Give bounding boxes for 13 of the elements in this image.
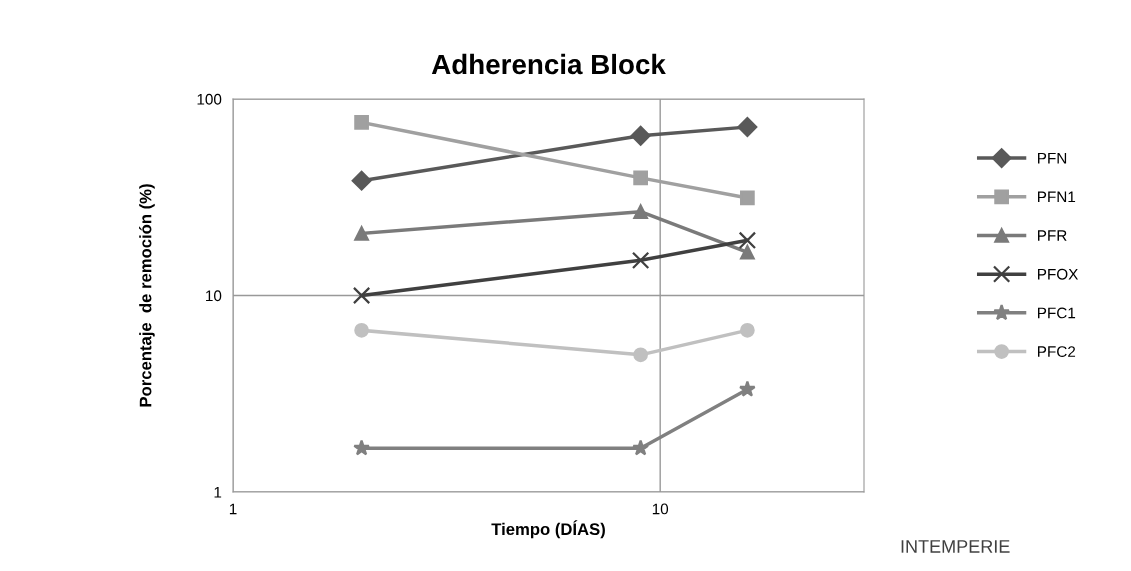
y-tick-label: 100 [197,93,222,105]
y-axis-title: Porcentaje de remoción (%) [139,184,155,407]
chart-title: Adherencia Block [431,53,666,75]
legend-label: PFN1 [1038,191,1076,203]
text: INTEMPERIE [901,540,1010,553]
legend-label: PFR [1038,230,1067,241]
legend-label: PFC1 [1038,307,1076,319]
legend-label: PFOX [1038,268,1079,280]
y-tick-label: 10 [206,290,222,302]
legend-label: PFC2 [1038,346,1076,358]
legend-label: PFN [1038,152,1067,164]
x-axis-title: Tiempo (DÍAS) [491,520,605,539]
y-tick-label: 1 [214,487,222,498]
